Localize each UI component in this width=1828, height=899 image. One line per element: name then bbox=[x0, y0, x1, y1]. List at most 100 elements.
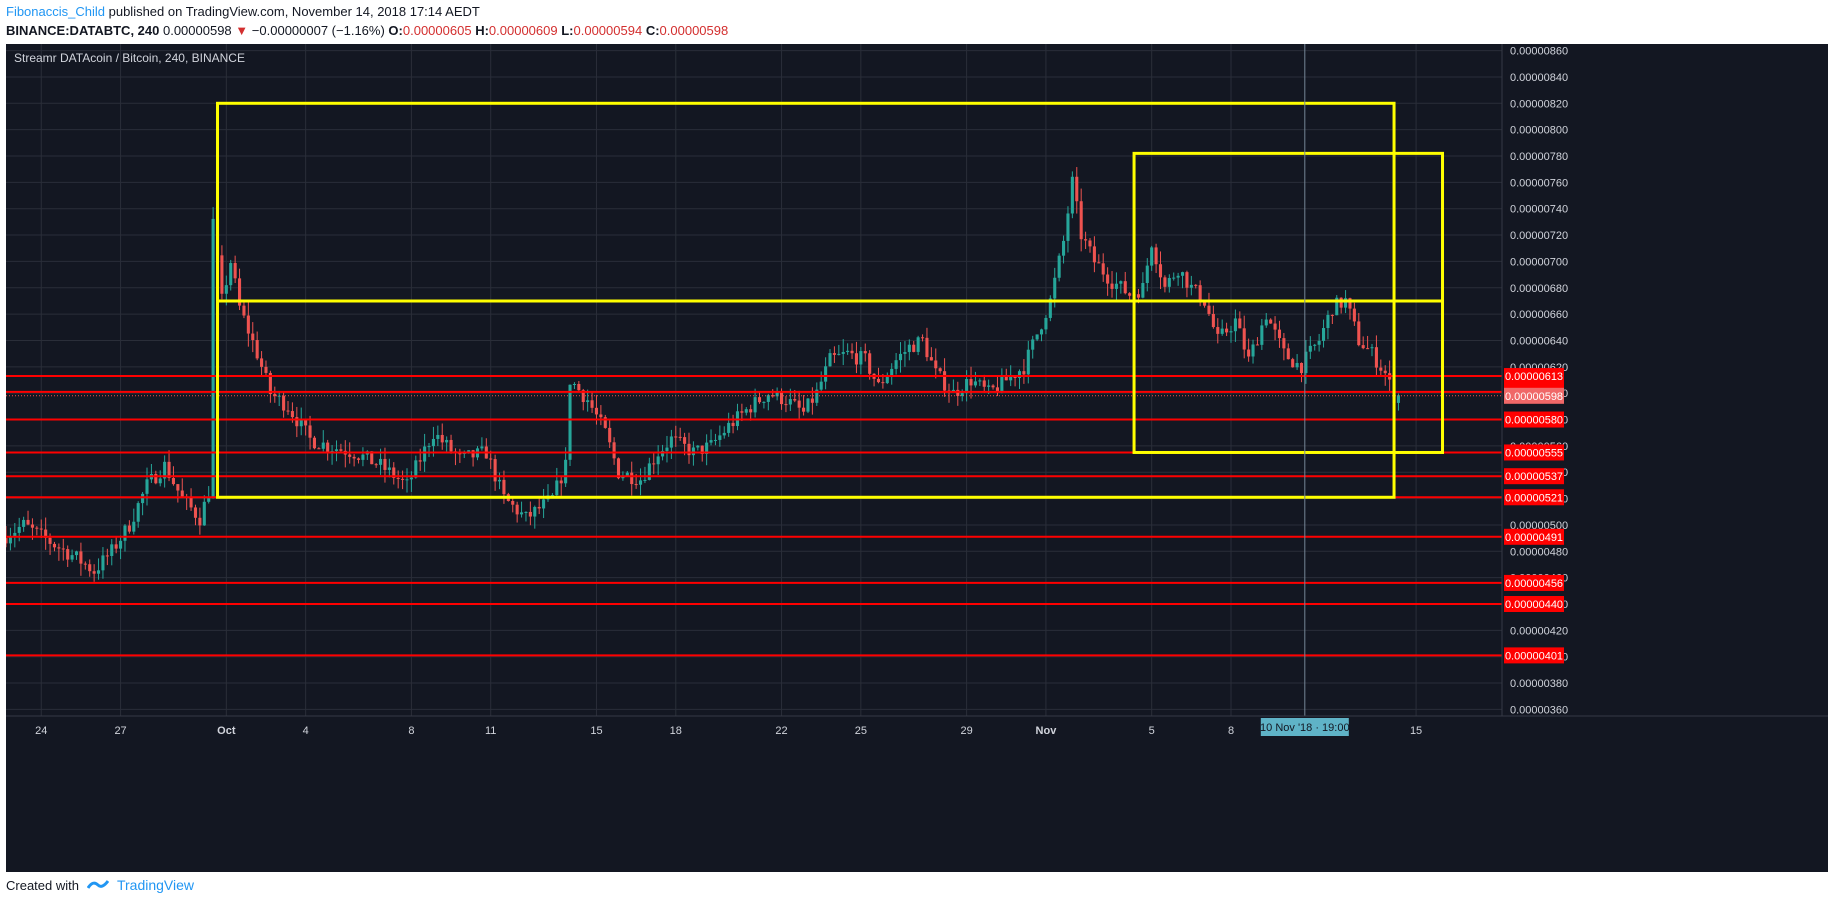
candle-body bbox=[894, 360, 898, 369]
candle-body bbox=[1269, 319, 1273, 324]
candle-body bbox=[158, 478, 162, 484]
candle-body bbox=[242, 305, 246, 316]
price-tick-label: 0.00000840 bbox=[1510, 72, 1568, 84]
level-price-label: 0.00000537 bbox=[1505, 471, 1563, 483]
high-value: 0.00000609 bbox=[488, 23, 558, 38]
candle-body bbox=[387, 467, 391, 470]
candle-body bbox=[1313, 344, 1317, 346]
close-value: 0.00000598 bbox=[659, 23, 729, 38]
candle-body bbox=[1379, 367, 1383, 371]
candle-body bbox=[379, 458, 383, 465]
price-tick-label: 0.00000480 bbox=[1510, 546, 1568, 558]
time-tick-label: 8 bbox=[1228, 725, 1234, 737]
candle-body bbox=[520, 512, 524, 515]
candle-body bbox=[1225, 328, 1229, 333]
candle-body bbox=[1330, 314, 1334, 316]
candle-body bbox=[890, 368, 894, 377]
candle-body bbox=[48, 537, 52, 544]
time-tick-label: 15 bbox=[590, 725, 602, 737]
candle-body bbox=[859, 351, 863, 365]
level-price-label-bg bbox=[1504, 411, 1564, 428]
candle-body bbox=[868, 353, 872, 374]
candle-body bbox=[1264, 319, 1268, 326]
candle-body bbox=[1211, 313, 1215, 328]
level-price-label: 0.00000555 bbox=[1505, 447, 1563, 459]
candle-body bbox=[810, 398, 814, 403]
crosshair-time-label: 10 Nov '18 · 19:00 bbox=[1260, 722, 1350, 734]
candle-body bbox=[1344, 298, 1348, 308]
candle-body bbox=[599, 414, 603, 418]
candle-body bbox=[806, 398, 810, 412]
candle-body bbox=[321, 442, 325, 449]
candle-body bbox=[467, 450, 471, 452]
candlestick-chart[interactable]: 10 Nov '18 · 19:00 0.00000860 0.00000840 0… bbox=[6, 44, 1828, 872]
candle-body bbox=[1216, 327, 1220, 334]
candle-body bbox=[1348, 298, 1352, 309]
candle-body bbox=[854, 353, 858, 365]
candle-body bbox=[1062, 240, 1066, 256]
candle-body bbox=[356, 458, 361, 460]
candle-body bbox=[744, 409, 748, 413]
crosshair-time-label-bg bbox=[1260, 718, 1349, 736]
candle-body bbox=[1167, 277, 1171, 287]
created-with-text: Created with bbox=[6, 877, 79, 893]
candle-body bbox=[1057, 255, 1061, 278]
candle-body bbox=[1286, 348, 1290, 360]
level-price-label-bg bbox=[1504, 596, 1564, 612]
candle-body bbox=[788, 399, 792, 405]
candle-body bbox=[1326, 314, 1330, 329]
candle-body bbox=[1374, 347, 1378, 368]
price-tick-label: 0.00000760 bbox=[1510, 177, 1568, 189]
publish-line: Fibonaccis_Child published on TradingVie… bbox=[6, 2, 728, 21]
candle-body bbox=[374, 464, 378, 466]
candle-body bbox=[625, 472, 629, 476]
author-link[interactable]: Fibonaccis_Child bbox=[6, 4, 105, 19]
candle-body bbox=[304, 419, 308, 426]
level-price-label-bg bbox=[1504, 574, 1564, 591]
candle-body bbox=[1308, 345, 1312, 352]
candle-body bbox=[846, 350, 850, 353]
candle-body bbox=[951, 389, 955, 392]
candle-body bbox=[57, 547, 61, 549]
candle-body bbox=[669, 436, 673, 448]
candle-body bbox=[1145, 265, 1149, 284]
candle-body bbox=[1066, 213, 1070, 241]
candle-body bbox=[154, 474, 158, 484]
candle-body bbox=[1017, 371, 1022, 378]
candle-body bbox=[233, 263, 237, 279]
candle-body bbox=[405, 479, 409, 481]
drawing-boxes bbox=[216, 101, 1445, 499]
candle-body bbox=[22, 519, 26, 527]
candle-body bbox=[1158, 264, 1163, 278]
candle-body bbox=[308, 425, 312, 438]
price-tick-label: 0.00000720 bbox=[1510, 230, 1568, 242]
candle-body bbox=[493, 459, 497, 482]
candle-body bbox=[982, 380, 986, 387]
chart-panel[interactable]: 10 Nov '18 · 19:00 0.00000860 0.00000840 0… bbox=[6, 44, 1828, 872]
price-tick-label: 0.00000700 bbox=[1510, 256, 1568, 268]
candle-body bbox=[1110, 283, 1114, 289]
candle-body bbox=[898, 353, 903, 361]
candle-body bbox=[943, 371, 947, 391]
candle-body bbox=[577, 384, 581, 391]
candle-body bbox=[163, 461, 167, 479]
candle-body bbox=[903, 352, 907, 354]
candle-body bbox=[471, 450, 475, 458]
tradingview-brand-link[interactable]: TradingView bbox=[116, 877, 195, 893]
candle-body bbox=[44, 529, 48, 538]
crosshair: 10 Nov '18 · 19:00 bbox=[1260, 44, 1350, 736]
candle-body bbox=[550, 495, 554, 497]
candle-body bbox=[603, 417, 607, 428]
candle-body bbox=[1026, 349, 1030, 375]
candle-body bbox=[643, 479, 647, 481]
candle-body bbox=[264, 366, 268, 373]
time-tick-label: Oct bbox=[217, 725, 236, 737]
candle-body bbox=[925, 337, 929, 358]
candle-body bbox=[238, 278, 242, 306]
candle-body bbox=[52, 543, 57, 548]
candle-body bbox=[590, 400, 594, 408]
candle-body bbox=[127, 525, 131, 532]
candle-body bbox=[1242, 328, 1246, 350]
time-tick-label: 11 bbox=[485, 725, 496, 737]
candle-body bbox=[1088, 240, 1092, 247]
